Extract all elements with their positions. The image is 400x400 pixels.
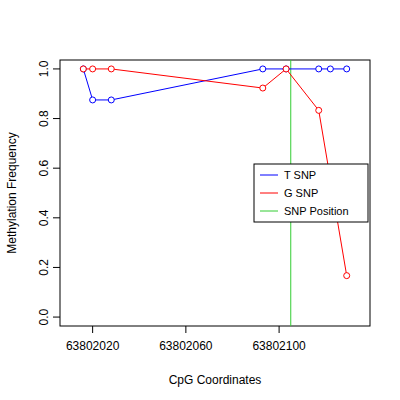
x-tick (92, 326, 93, 333)
y-tick-label: 0.0 (37, 308, 51, 325)
data-point (80, 66, 86, 72)
data-point (283, 66, 289, 72)
legend-label: T SNP (284, 169, 316, 181)
data-point (316, 107, 322, 113)
legend-swatch (260, 211, 278, 212)
series-line (83, 69, 346, 276)
data-point (260, 66, 266, 72)
y-tick-label: 0.8 (37, 110, 51, 127)
plot-frame (60, 60, 370, 326)
data-point (344, 273, 350, 279)
y-tick (53, 68, 60, 69)
legend-label: G SNP (284, 187, 318, 199)
legend-swatch (260, 175, 278, 176)
y-tick (53, 267, 60, 268)
y-tick (53, 217, 60, 218)
y-tick-label: 0.6 (37, 160, 51, 177)
plot-data (80, 60, 349, 326)
y-tick-label: 0.4 (37, 209, 51, 226)
y-tick (53, 118, 60, 119)
x-tick (279, 326, 280, 333)
y-tick-label: 1.0 (37, 60, 51, 77)
y-tick (53, 168, 60, 169)
data-point (344, 66, 350, 72)
legend-box (254, 164, 368, 222)
y-tick (53, 317, 60, 318)
x-axis-label: CpG Coordinates (169, 373, 262, 387)
data-point (108, 66, 114, 72)
data-point (327, 66, 333, 72)
x-tick-label: 63802100 (252, 339, 306, 353)
x-tick-label: 63802020 (66, 339, 120, 353)
legend-label: SNP Position (284, 205, 349, 217)
legend: T SNP G SNP SNP Position (254, 164, 368, 222)
y-tick-label: 0.2 (37, 259, 51, 276)
x-tick (185, 326, 186, 333)
legend-swatch (260, 193, 278, 194)
data-point (260, 85, 266, 91)
x-tick-label: 63802060 (159, 339, 213, 353)
data-point (90, 97, 96, 103)
data-point (80, 66, 86, 72)
y-axis-label: Methylation Frequency (5, 132, 19, 253)
data-point (90, 66, 96, 72)
data-point (283, 66, 289, 72)
data-point (108, 97, 114, 103)
chart: 63802020 63802060 63802100 0.0 0.2 0.4 0.6 0.8 1… (0, 0, 400, 400)
data-point (316, 66, 322, 72)
